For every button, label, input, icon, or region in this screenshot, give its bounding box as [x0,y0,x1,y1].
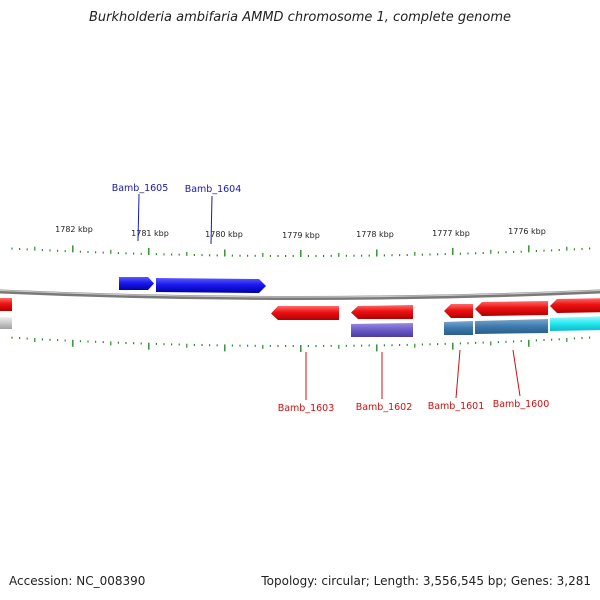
footer-accession: Accession: NC_008390 [9,574,146,588]
gene-bamb-1602-arrow[interactable] [351,305,413,319]
chromosome-backbone [0,289,600,300]
gene-bamb-1603-arrow[interactable] [271,306,339,320]
gene-bamb-1604-arrow[interactable] [156,278,266,293]
category-bar-bamb-1600 [475,319,548,334]
gene-label-leader-bamb-1604 [210,195,213,245]
gene-label-bamb-1605[interactable]: Bamb_1605 [112,183,169,194]
scale-label: 1780 kbp [205,230,243,239]
category-bar-right-cyan [550,316,600,331]
gene-label-bamb-1604[interactable]: Bamb_1604 [185,184,242,195]
gene-edge-right-arrow[interactable] [550,298,600,313]
gene-bamb-1601-arrow[interactable] [444,304,473,318]
scale-ticks-outer [11,245,591,257]
gene-label-bamb-1602[interactable]: Bamb_1602 [356,402,413,413]
scale-label: 1779 kbp [282,231,320,240]
scale-label: 1776 kbp [508,227,546,236]
gene-bamb-1600-arrow[interactable] [475,301,548,316]
category-bar-bamb-1601 [444,321,473,335]
category-bar-bamb-1602 [351,323,413,337]
scale-label: 1782 kbp [55,225,93,234]
footer-summary: Topology: circular; Length: 3,556,545 bp… [261,574,591,588]
gene-label-bamb-1600[interactable]: Bamb_1600 [493,399,550,410]
map-title: Burkholderia ambifaria AMMD chromosome 1… [88,10,512,25]
scale-label: 1781 kbp [131,229,169,238]
scale-ticks-inner [11,336,591,352]
scale-label: 1778 kbp [356,230,394,239]
category-bar-left-grey [0,317,12,329]
gene-label-leader-bamb-1605 [137,193,140,242]
gene-label-bamb-1601[interactable]: Bamb_1601 [428,401,485,412]
gene-bamb-1605-arrow[interactable] [119,277,154,290]
gene-label-bamb-1603[interactable]: Bamb_1603 [278,403,335,414]
scale-labels: 1776 kbp 1777 kbp 1778 kbp 1779 kbp 1780… [55,225,546,240]
gene-label-leader-bamb-1600 [512,349,521,397]
gene-edge-left-arrow[interactable] [0,298,12,311]
gene-label-leader-bamb-1601 [455,349,461,399]
chromosome-backbone-highlight [0,289,600,298]
scale-label: 1777 kbp [432,229,470,238]
